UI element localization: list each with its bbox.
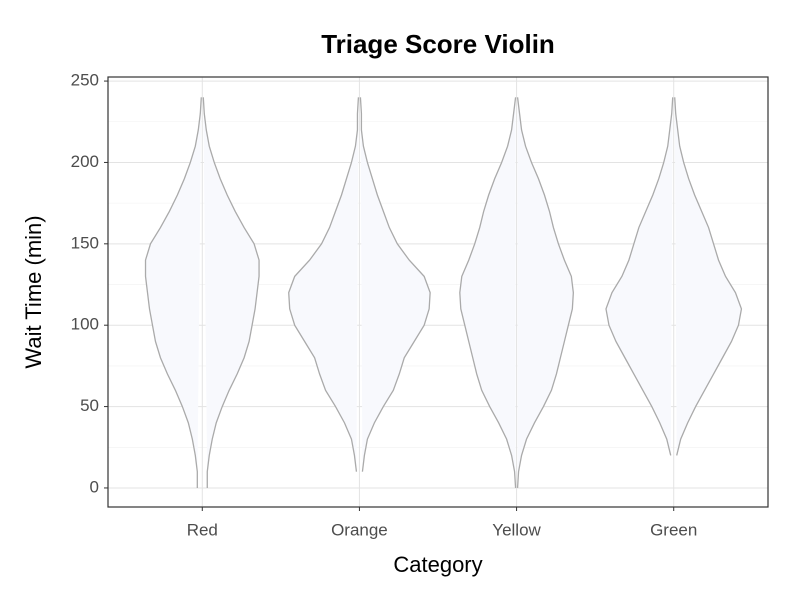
y-tick-label: 50 xyxy=(80,396,99,415)
y-tick-label: 250 xyxy=(71,71,99,90)
y-tick-label: 100 xyxy=(71,315,99,334)
violin-half xyxy=(144,97,202,488)
x-tick-label: Yellow xyxy=(492,520,541,539)
x-tick-label: Orange xyxy=(331,520,388,539)
violin-half xyxy=(516,97,574,488)
violin-half xyxy=(359,97,431,472)
y-tick-label: 200 xyxy=(71,152,99,171)
chart-title: Triage Score Violin xyxy=(321,29,555,59)
violin-half xyxy=(202,97,260,488)
panel-border xyxy=(107,76,769,508)
y-tick-label: 0 xyxy=(90,477,99,496)
violin-half xyxy=(605,97,674,456)
y-axis-label: Wait Time (min) xyxy=(21,215,46,368)
x-axis-label: Category xyxy=(393,552,482,577)
violin-half xyxy=(674,97,743,456)
y-tick-label: 150 xyxy=(71,233,99,252)
x-tick-label: Red xyxy=(187,520,218,539)
violin-half xyxy=(288,97,360,472)
x-tick-label: Green xyxy=(650,520,697,539)
violin-half xyxy=(459,97,517,488)
